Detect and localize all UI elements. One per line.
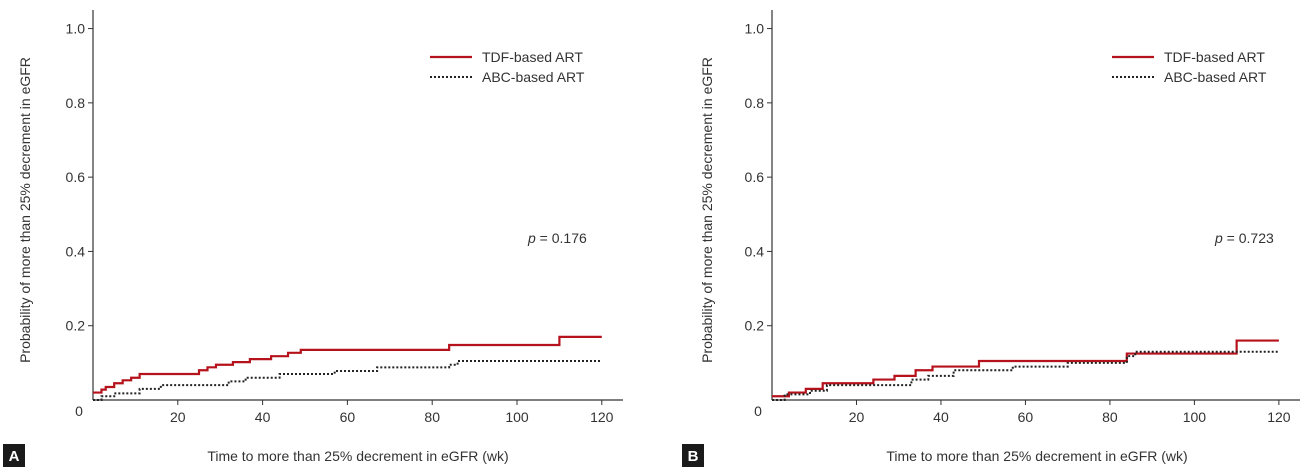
legend-label: ABC-based ART: [1164, 69, 1267, 85]
x-tick-label: 60: [340, 409, 356, 425]
y-tick-label: 0.8: [66, 95, 86, 111]
p-value-number: = 0.723: [1223, 230, 1274, 246]
y-tick-label: 1.0: [745, 21, 765, 37]
p-value-label: p = 0.176: [527, 230, 587, 246]
y-tick-label: 0.4: [66, 243, 86, 259]
legend-label: TDF-based ART: [1164, 49, 1265, 65]
y-tick-label: 0.2: [66, 318, 86, 334]
x-tick-label: 40: [255, 409, 271, 425]
series-line-tdf: [772, 339, 1279, 398]
x-tick-label: 100: [1183, 409, 1207, 425]
legend-label: TDF-based ART: [482, 49, 583, 65]
p-value-symbol: p: [1214, 230, 1223, 246]
chart-panel-b: 20 40 60 80 100 120 0.2 0.4 0.6 0.8 1.0 0 Time to mo…: [682, 10, 1300, 467]
x-tick-label: 120: [1267, 409, 1291, 425]
y-tick-label: 1.0: [66, 21, 86, 37]
panel-letter: B: [688, 448, 699, 465]
y-tick-label: 0.6: [66, 169, 86, 185]
x-tick-label: 80: [1102, 409, 1118, 425]
y-axis-title: Probability of more than 25% decrement i…: [699, 57, 715, 363]
x-axis-title: Time to more than 25% decrement in eGFR …: [207, 448, 508, 464]
y-tick-label: 0.8: [745, 95, 765, 111]
p-value-symbol: p: [527, 230, 536, 246]
x-tick-label: 100: [505, 409, 529, 425]
p-value-number: = 0.176: [536, 230, 587, 246]
y-tick-label: 0.2: [745, 318, 765, 334]
origin-label: 0: [75, 403, 83, 419]
p-value-label: p = 0.723: [1214, 230, 1274, 246]
y-axis-title: Probability of more than 25% decrement i…: [17, 57, 33, 363]
x-tick-label: 60: [1018, 409, 1034, 425]
y-tick-label: 0.4: [745, 243, 765, 259]
x-axis-title: Time to more than 25% decrement in eGFR …: [886, 448, 1187, 464]
series-line-abc: [93, 360, 602, 401]
origin-label: 0: [754, 403, 762, 419]
x-tick-label: 20: [849, 409, 865, 425]
panel-letter: A: [9, 448, 20, 465]
series-line-abc: [772, 350, 1279, 401]
legend-label: ABC-based ART: [482, 69, 585, 85]
x-tick-label: 80: [424, 409, 440, 425]
series-line-tdf: [93, 335, 602, 394]
y-tick-label: 0.6: [745, 169, 765, 185]
x-tick-label: 40: [933, 409, 949, 425]
panel-letter-box: [682, 444, 704, 467]
x-tick-label: 20: [170, 409, 186, 425]
panel-letter-box: [3, 444, 25, 467]
chart-panel-a: 20 40 60 80 100 120 0.2 0.4 0.6 0.8 1.0 0 Time to mo…: [3, 10, 623, 467]
x-tick-label: 120: [590, 409, 614, 425]
